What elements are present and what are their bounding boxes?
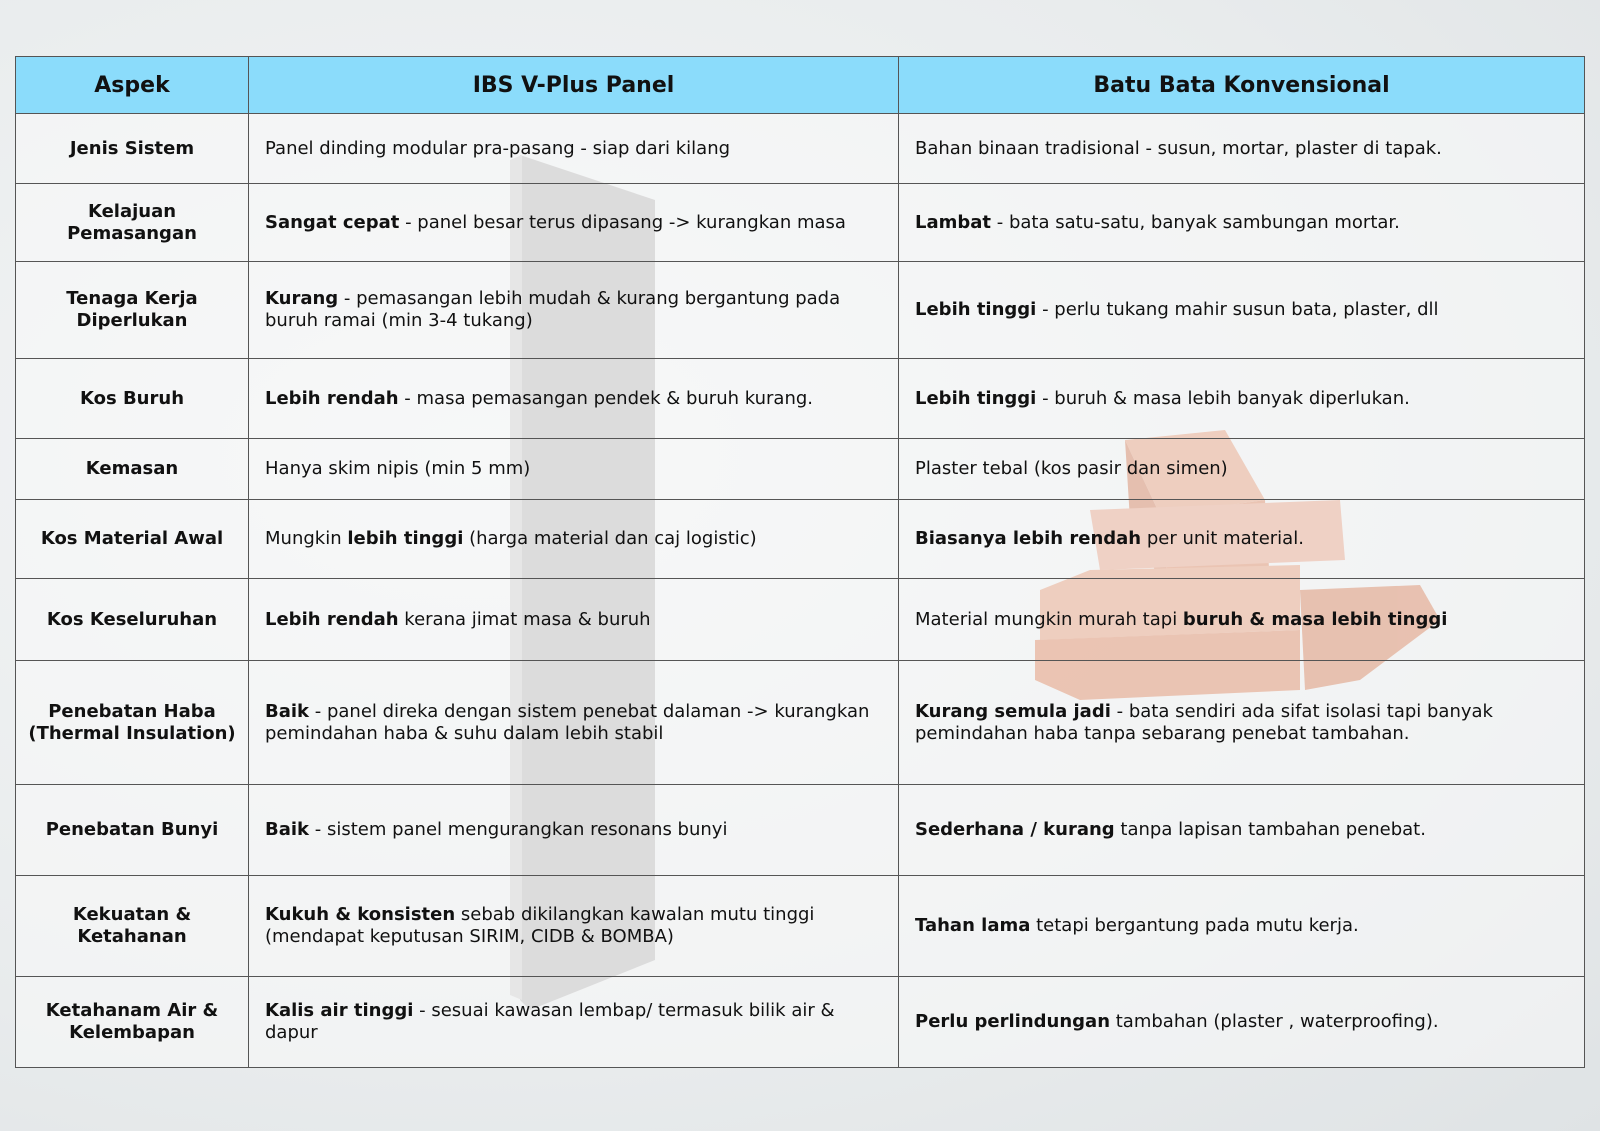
header-ibs: IBS V-Plus Panel: [248, 56, 899, 114]
aspek-cell: Kemasan: [15, 438, 249, 500]
text: tambahan (plaster , waterproofing).: [1110, 1011, 1439, 1032]
text: (harga material dan caj logistic): [463, 528, 757, 549]
bata-cell: Perlu perlindungan tambahan (plaster , w…: [898, 976, 1585, 1068]
text: Plaster tebal (kos pasir dan simen): [915, 458, 1228, 479]
table-row: Penebatan Bunyi Baik - sistem panel mengu…: [15, 784, 1585, 876]
header-bata: Batu Bata Konvensional: [898, 56, 1585, 114]
bold-text: Lebih rendah: [265, 387, 399, 409]
text: sebab dikilangkan kawalan mutu tinggi (m…: [265, 904, 815, 947]
bata-cell: Lebih tinggi - buruh & masa lebih banyak…: [898, 358, 1585, 439]
table-row: Ketahanam Air & Kelembapan Kalis air ting…: [15, 976, 1585, 1068]
ibs-cell: Sangat cepat - panel besar terus dipasan…: [248, 183, 899, 262]
text: - bata sendiri ada sifat isolasi tapi ba…: [915, 700, 1493, 744]
bold-text: Kurang: [265, 288, 339, 309]
bold-text: Kukuh & konsisten: [265, 904, 456, 925]
text: per unit material.: [1141, 528, 1304, 549]
aspek-cell: Penebatan Haba (Thermal Insulation): [15, 660, 249, 785]
bold-text: Kurang semula jadi: [915, 700, 1111, 722]
bold-text: Sangat cepat: [265, 211, 400, 233]
header-aspek: Aspek: [15, 56, 249, 114]
table-row: Tenaga Kerja Diperlukan Kurang - pemasang…: [15, 261, 1585, 359]
aspek-cell: Ketahanam Air & Kelembapan: [15, 976, 249, 1068]
text: tanpa lapisan tambahan penebat.: [1114, 819, 1426, 840]
text: Mungkin: [265, 528, 348, 549]
bata-cell: Material mungkin murah tapi buruh & masa…: [898, 578, 1585, 661]
table-row: Kelajuan Pemasangan Sangat cepat - panel …: [15, 183, 1585, 262]
bata-cell: Biasanya lebih rendah per unit material.: [898, 499, 1585, 579]
table-row: Kekuatan & Ketahanan Kukuh & konsisten se…: [15, 875, 1585, 977]
text: Hanya skim nipis (min 5 mm): [265, 458, 531, 479]
ibs-cell: Panel dinding modular pra-pasang - siap …: [248, 113, 899, 184]
ibs-cell: Kalis air tinggi - sesuai kawasan lembap…: [248, 976, 899, 1068]
bata-cell: Bahan binaan tradisional - susun, mortar…: [898, 113, 1585, 184]
text: - panel direka dengan sistem penebat dal…: [265, 700, 870, 744]
text: - sistem panel mengurangkan resonans bun…: [309, 819, 728, 840]
table-row: Kos Buruh Lebih rendah - masa pemasangan …: [15, 358, 1585, 439]
table-row: Kos Material Awal Mungkin lebih tinggi (h…: [15, 499, 1585, 579]
ibs-cell: Hanya skim nipis (min 5 mm): [248, 438, 899, 500]
ibs-cell: Kurang - pemasangan lebih mudah & kurang…: [248, 261, 899, 359]
bold-text: Sederhana / kurang: [915, 819, 1115, 840]
text: Bahan binaan tradisional - susun, mortar…: [915, 137, 1442, 159]
bold-text: Tahan lama: [915, 915, 1031, 936]
bold-text: Kalis air tinggi: [265, 1000, 414, 1021]
aspek-cell: Tenaga Kerja Diperlukan: [15, 261, 249, 359]
bata-cell: Kurang semula jadi - bata sendiri ada si…: [898, 660, 1585, 785]
table-row: Jenis Sistem Panel dinding modular pra-pa…: [15, 113, 1585, 184]
text: - masa pemasangan pendek & buruh kurang.: [398, 387, 814, 409]
bold-text: Lambat: [915, 211, 992, 233]
ibs-cell: Lebih rendah - masa pemasangan pendek & …: [248, 358, 899, 439]
bold-text: Lebih rendah: [265, 608, 399, 630]
text: - buruh & masa lebih banyak diperlukan.: [1036, 387, 1410, 409]
ibs-cell: Baik - sistem panel mengurangkan resonan…: [248, 784, 899, 876]
text: - perlu tukang mahir susun bata, plaster…: [1036, 299, 1439, 320]
ibs-cell: Mungkin lebih tinggi (harga material dan…: [248, 499, 899, 579]
text: kerana jimat masa & buruh: [398, 608, 651, 630]
aspek-cell: Kos Keseluruhan: [15, 578, 249, 661]
aspek-cell: Kos Buruh: [15, 358, 249, 439]
bold-text: Lebih tinggi: [915, 299, 1037, 320]
bold-text: Lebih tinggi: [915, 387, 1037, 409]
aspek-cell: Jenis Sistem: [15, 113, 249, 184]
aspek-cell: Kekuatan & Ketahanan: [15, 875, 249, 977]
bata-cell: Lambat - bata satu-satu, banyak sambunga…: [898, 183, 1585, 262]
text: - sesuai kawasan lembap/ termasuk bilik …: [265, 1000, 835, 1043]
bold-text: buruh & masa lebih tinggi: [1182, 608, 1448, 630]
text: - panel besar terus dipasang -> kurangka…: [399, 211, 846, 233]
ibs-cell: Lebih rendah kerana jimat masa & buruh: [248, 578, 899, 661]
comparison-table: Aspek IBS V-Plus Panel Batu Bata Konvens…: [15, 56, 1585, 1068]
bold-text: Perlu perlindungan: [915, 1011, 1111, 1032]
text: - bata satu-satu, banyak sambungan morta…: [991, 211, 1400, 233]
bata-cell: Tahan lama tetapi bergantung pada mutu k…: [898, 875, 1585, 977]
text: Panel dinding modular pra-pasang - siap …: [265, 137, 731, 159]
bata-cell: Plaster tebal (kos pasir dan simen): [898, 438, 1585, 500]
text: - pemasangan lebih mudah & kurang bergan…: [265, 288, 841, 331]
header-row: Aspek IBS V-Plus Panel Batu Bata Konvens…: [15, 56, 1585, 114]
aspek-cell: Kos Material Awal: [15, 499, 249, 579]
text: Material mungkin murah tapi: [915, 608, 1183, 630]
table-row: Kos Keseluruhan Lebih rendah kerana jimat…: [15, 578, 1585, 661]
aspek-cell: Penebatan Bunyi: [15, 784, 249, 876]
bata-cell: Lebih tinggi - perlu tukang mahir susun …: [898, 261, 1585, 359]
table-row: Kemasan Hanya skim nipis (min 5 mm) Plaste…: [15, 438, 1585, 500]
bold-text: lebih tinggi: [347, 528, 464, 549]
text: tetapi bergantung pada mutu kerja.: [1030, 915, 1359, 936]
ibs-cell: Baik - panel direka dengan sistem peneba…: [248, 660, 899, 785]
bold-text: Biasanya lebih rendah: [915, 528, 1142, 549]
bold-text: Baik: [265, 819, 310, 840]
ibs-cell: Kukuh & konsisten sebab dikilangkan kawa…: [248, 875, 899, 977]
aspek-cell: Kelajuan Pemasangan: [15, 183, 249, 262]
bold-text: Baik: [265, 700, 310, 722]
table-row: Penebatan Haba (Thermal Insulation) Baik …: [15, 660, 1585, 785]
bata-cell: Sederhana / kurang tanpa lapisan tambaha…: [898, 784, 1585, 876]
